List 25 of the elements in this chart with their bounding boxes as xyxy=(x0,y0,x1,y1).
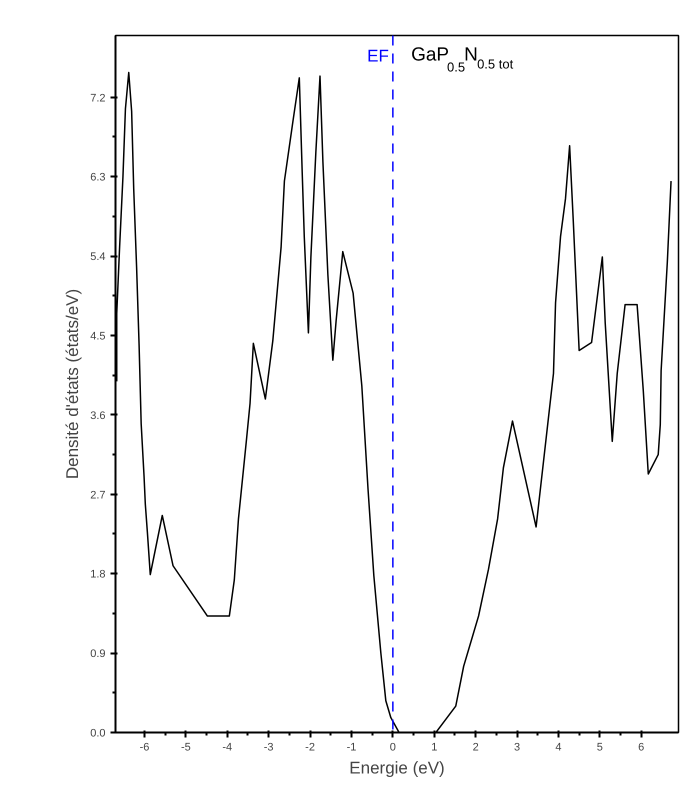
ref-line-label: EF xyxy=(367,46,389,66)
x-tick-label: -4 xyxy=(222,742,232,754)
x-tick-label: 0 xyxy=(390,742,396,754)
x-tick-label: 4 xyxy=(555,742,562,754)
y-axis-title: Densité d'états (états/eV) xyxy=(63,288,82,480)
x-tick-label: 3 xyxy=(514,742,520,754)
y-tick-label: 6.3 xyxy=(90,172,106,184)
x-tick-label: -3 xyxy=(264,742,274,754)
x-tick-label: 5 xyxy=(596,742,603,754)
y-tick-label: 0.9 xyxy=(90,648,106,660)
y-tick-label: 5.4 xyxy=(90,251,106,264)
x-axis-title: Energie (eV) xyxy=(349,758,445,778)
x-tick-label: -2 xyxy=(305,742,315,754)
x-tick-label: 6 xyxy=(638,742,644,754)
x-tick-label: -5 xyxy=(180,742,191,754)
y-tick-label: 3.6 xyxy=(90,410,106,422)
x-tick-label: 2 xyxy=(472,742,479,754)
y-tick-label: 7.2 xyxy=(90,92,106,104)
y-tick-label: 2.7 xyxy=(90,489,106,502)
x-tick-label: 1 xyxy=(431,742,438,754)
x-tick-label: -1 xyxy=(346,742,356,754)
y-tick-label: 1.8 xyxy=(90,568,106,581)
x-tick-label: -6 xyxy=(140,742,150,754)
y-tick-label: 0.0 xyxy=(90,728,106,740)
y-tick-label: 4.5 xyxy=(90,330,106,342)
